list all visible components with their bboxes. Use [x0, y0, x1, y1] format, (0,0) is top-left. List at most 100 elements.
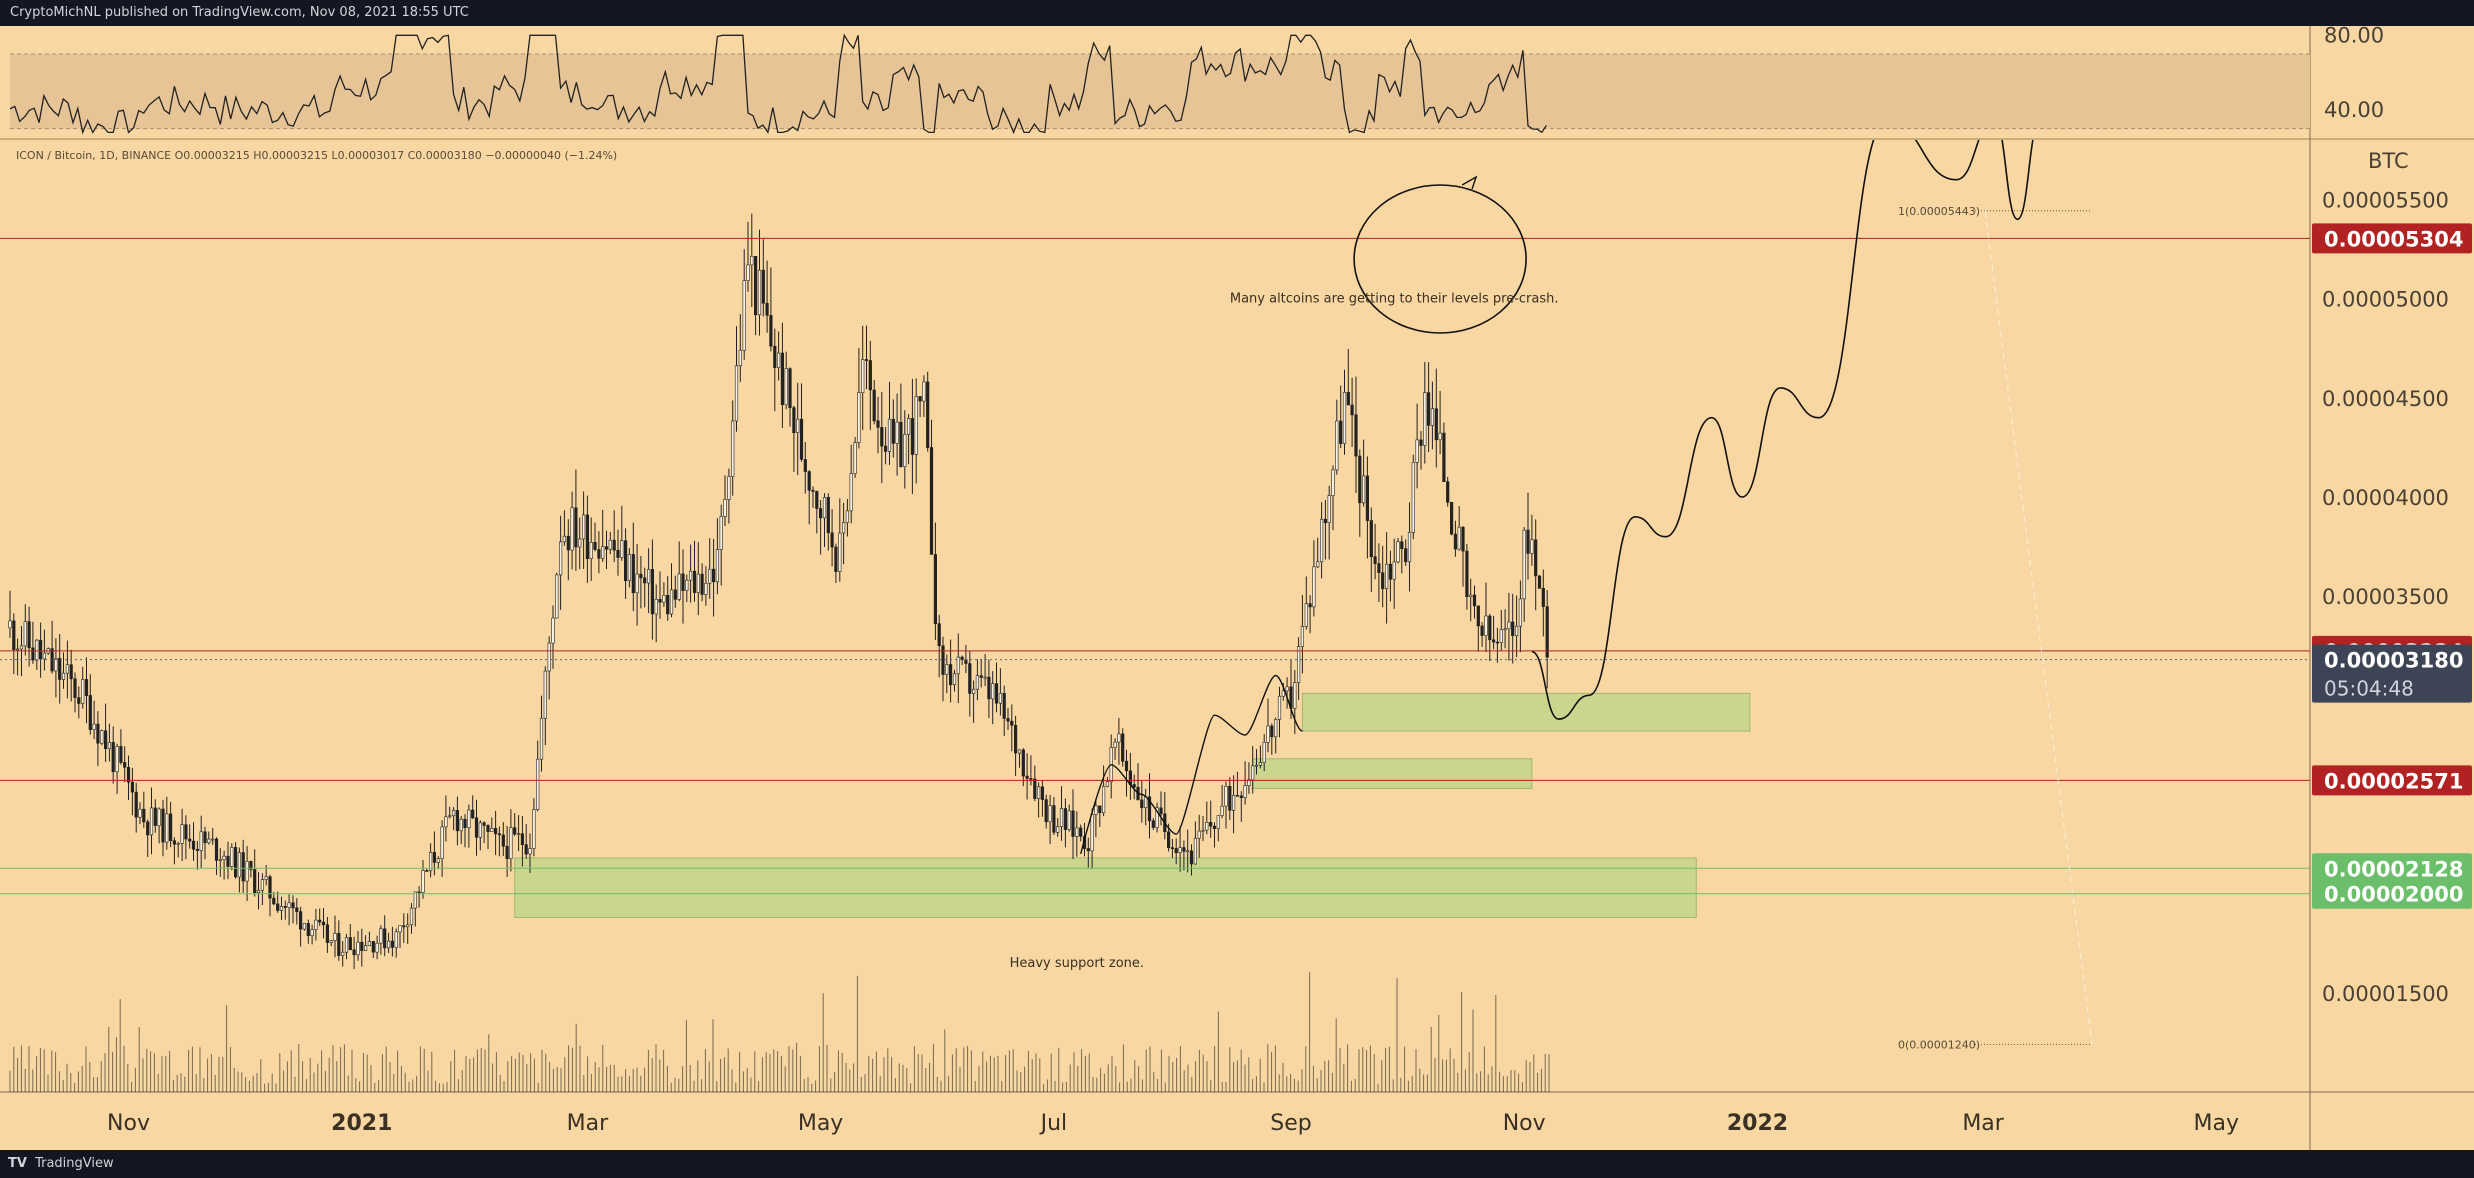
candle-body: [276, 903, 280, 911]
candle-body: [589, 541, 593, 559]
candle-body: [264, 876, 268, 880]
support-zone[interactable]: [514, 857, 1697, 918]
candle-body: [451, 810, 456, 817]
candle-body: [383, 928, 387, 949]
price-level-label: 0.00002571: [2324, 769, 2463, 793]
candle-body: [811, 489, 815, 492]
support-zone[interactable]: [1301, 692, 1751, 732]
candle-body: [1113, 741, 1117, 748]
candle-body: [153, 807, 157, 826]
candle-body: [107, 742, 111, 750]
currency-label: BTC: [2368, 149, 2409, 173]
candle-body: [1419, 439, 1423, 446]
price-chart[interactable]: 80.00 40.00 ICON / Bitcoin, 1D, BINANCE O0…: [0, 26, 2474, 1150]
candle-body: [1071, 810, 1075, 837]
candle-body: [1006, 718, 1010, 722]
rsi-axis-label: 40.00: [2324, 98, 2384, 122]
candle-body: [1228, 785, 1232, 811]
candle-body: [1507, 621, 1511, 630]
candle-body: [134, 791, 138, 818]
candle-body: [283, 905, 287, 908]
time-axis-label: May: [798, 1111, 843, 1136]
candle-body: [983, 676, 987, 679]
candle-body: [268, 876, 272, 899]
highlight-circle[interactable]: [1353, 184, 1527, 334]
candle-body: [421, 870, 425, 893]
candle-body: [1320, 518, 1324, 563]
candle-body: [1446, 481, 1450, 503]
candle-body: [455, 810, 460, 832]
candle-body: [61, 672, 66, 680]
price-level-label: 0.00003180: [2324, 649, 2463, 673]
candle-body: [658, 598, 662, 603]
candle-body: [1434, 408, 1438, 441]
tradingview-brand: TradingView: [35, 1156, 114, 1171]
candle-body: [241, 852, 245, 882]
time-axis-label: May: [2194, 1111, 2239, 1136]
support-zone[interactable]: [1252, 758, 1533, 790]
candle-body: [1526, 529, 1530, 554]
candle-body: [211, 838, 215, 841]
candle-body: [1362, 475, 1366, 504]
candle-body: [1056, 826, 1060, 833]
candle-body: [402, 925, 406, 928]
candle-body: [1461, 526, 1465, 552]
candle-body: [440, 826, 444, 859]
price-level-tag: [2312, 765, 2472, 796]
candle-body: [1342, 391, 1347, 444]
candle-body: [547, 642, 551, 672]
candle-body: [620, 540, 624, 558]
candle-body: [291, 902, 295, 909]
candle-body: [941, 645, 945, 675]
candle-body: [73, 678, 77, 698]
tradingview-footer[interactable]: TV TradingView: [0, 1150, 2474, 1178]
candle-body: [92, 723, 96, 730]
candle-body: [1277, 695, 1282, 720]
candle-body: [1098, 805, 1102, 813]
candle-body: [436, 858, 440, 863]
rsi-pane[interactable]: 80.00 40.00: [9, 26, 2384, 135]
candle-body: [1182, 847, 1186, 852]
fib-trend-line[interactable]: [1984, 210, 2093, 1045]
candle-body: [761, 269, 765, 304]
candle-body: [180, 824, 184, 844]
hand-drawn-wave[interactable]: [1080, 674, 1303, 855]
candle-body: [344, 937, 349, 953]
candle-body: [650, 568, 654, 615]
candle-body: [1209, 821, 1213, 827]
candle-body: [1396, 541, 1400, 563]
candle-body: [1472, 594, 1477, 607]
candle-body: [497, 833, 502, 836]
candle-body: [306, 923, 310, 937]
candle-body: [184, 824, 188, 840]
candle-body: [1262, 741, 1266, 763]
candle-body: [1297, 646, 1301, 683]
candle-body: [646, 568, 651, 584]
candle-body: [1189, 850, 1194, 865]
candle-body: [35, 639, 39, 661]
candle-body: [1174, 848, 1178, 854]
candle-body: [111, 742, 115, 773]
candle-body: [868, 360, 872, 391]
candle-body: [130, 781, 135, 793]
candle-body: [612, 539, 616, 551]
candle-body: [585, 514, 589, 559]
volume-bars: [9, 972, 1550, 1092]
candle-body: [1010, 720, 1014, 726]
candle-body: [643, 577, 647, 584]
chart-annotation: Heavy support zone.: [1010, 956, 1144, 971]
candle-body: [1186, 850, 1190, 853]
candlesticks[interactable]: [8, 213, 1549, 969]
candle-body: [608, 539, 612, 550]
candle-body: [310, 929, 314, 936]
candle-body: [379, 928, 383, 944]
candle-body: [536, 758, 540, 810]
projection-path[interactable]: [1531, 120, 2041, 720]
candle-body: [780, 352, 784, 406]
candle-body: [1124, 760, 1129, 772]
candle-body: [922, 381, 926, 402]
candle-body: [1358, 455, 1362, 504]
price-axis-tick: 0.00005000: [2322, 288, 2449, 312]
candle-body: [1415, 439, 1419, 463]
